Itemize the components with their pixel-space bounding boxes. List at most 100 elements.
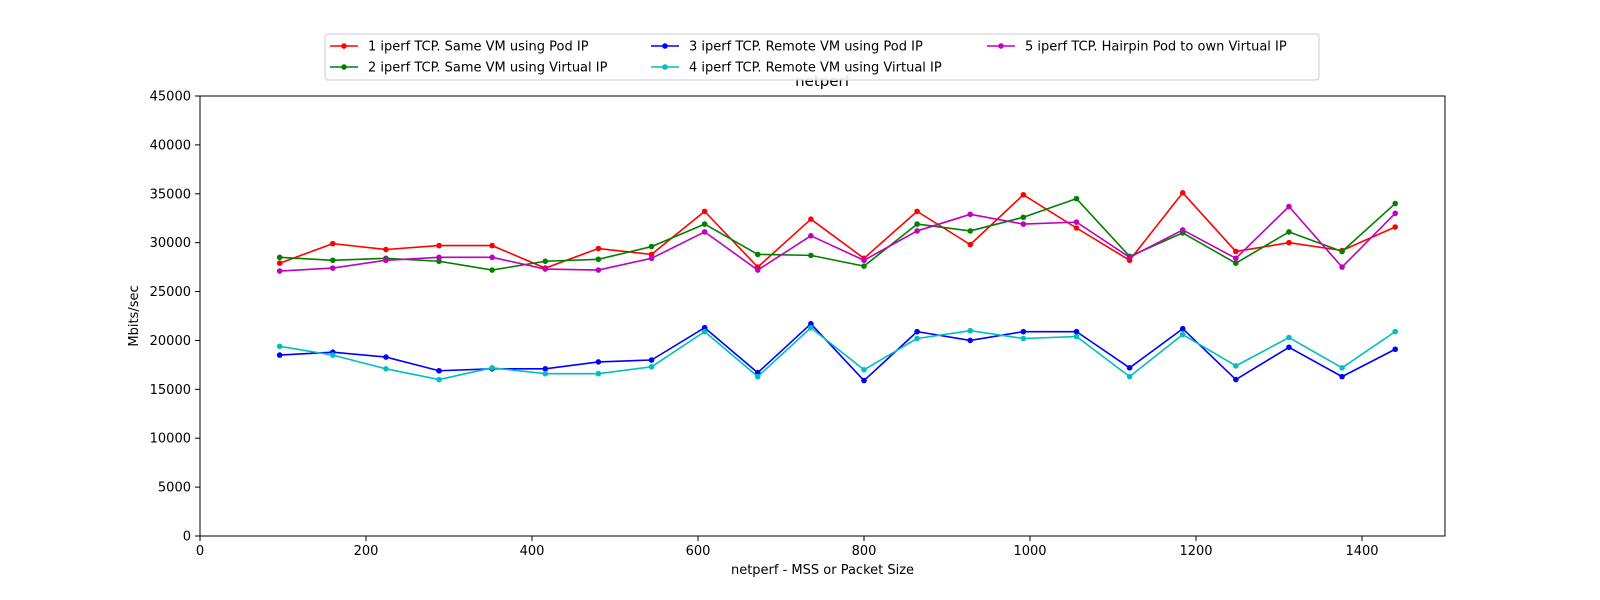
series-1-point bbox=[1179, 190, 1186, 196]
series-4-point bbox=[276, 343, 283, 350]
legend-swatch-marker bbox=[998, 43, 1004, 49]
series-3-point bbox=[967, 337, 974, 344]
series-3-point bbox=[914, 328, 920, 335]
series-3-point bbox=[808, 321, 814, 327]
legend-swatch-marker bbox=[341, 43, 347, 49]
series-2-point bbox=[861, 263, 867, 269]
x-axis: 0 200 400 600 800 1000 1200 1400 bbox=[196, 536, 1379, 559]
series-2-point bbox=[542, 258, 549, 265]
series-5-point bbox=[1073, 219, 1080, 225]
x-tick-label: 0 bbox=[196, 544, 204, 559]
series-4-point bbox=[808, 324, 814, 331]
x-tick-label: 1000 bbox=[1013, 544, 1046, 559]
series-5-point bbox=[1339, 264, 1345, 270]
series-5-point bbox=[648, 255, 655, 262]
series-5-point bbox=[914, 228, 920, 234]
series-2-point bbox=[276, 254, 283, 261]
legend-item-1: 1 iperf TCP. Same VM using Pod IP bbox=[330, 40, 589, 55]
series-4-point bbox=[701, 328, 708, 335]
series-2-point bbox=[914, 221, 920, 227]
series-3-point bbox=[1020, 328, 1027, 335]
series-5-point bbox=[383, 257, 389, 264]
series-3-point bbox=[861, 377, 867, 384]
series-3-point bbox=[595, 359, 602, 365]
x-tick-label: 400 bbox=[520, 544, 545, 559]
series-3-point bbox=[1179, 325, 1186, 332]
series-5-point bbox=[967, 211, 974, 218]
legend-label: 5 iperf TCP. Hairpin Pod to own Virtual … bbox=[1025, 40, 1287, 55]
series-5-point bbox=[1286, 203, 1292, 210]
series-3-point bbox=[1126, 365, 1133, 371]
series-2-point bbox=[1233, 260, 1239, 267]
series-2-point bbox=[648, 243, 655, 250]
y-tick-label: 25000 bbox=[150, 285, 191, 300]
series-4-point bbox=[330, 352, 336, 358]
y-axis: 0 5000 10000 15000 20000 25000 30000 35000 40000… bbox=[150, 90, 200, 545]
y-axis-label: Mbits/sec bbox=[127, 285, 142, 346]
series-5-point bbox=[861, 257, 867, 264]
series-4-point bbox=[1126, 373, 1133, 380]
series-layer bbox=[276, 190, 1398, 384]
legend: 1 iperf TCP. Same VM using Pod IP 2 iperf… bbox=[324, 33, 1320, 81]
series-2-point bbox=[489, 267, 495, 273]
series-4-point bbox=[967, 327, 974, 334]
legend-box bbox=[324, 33, 1320, 81]
series-3-point bbox=[701, 324, 708, 331]
series-2-point bbox=[967, 228, 974, 234]
series-3-point bbox=[1339, 373, 1345, 380]
plot-frame bbox=[199, 95, 1446, 537]
legend-swatch-marker bbox=[341, 64, 347, 70]
series-2-point bbox=[1392, 200, 1398, 207]
series-5-point bbox=[330, 265, 336, 271]
series-1-point bbox=[967, 241, 974, 248]
y-tick-label: 5000 bbox=[158, 481, 191, 496]
series-4-point bbox=[754, 373, 761, 380]
legend-item-2: 2 iperf TCP. Same VM using Virtual IP bbox=[330, 61, 608, 76]
legend-label: 2 iperf TCP. Same VM using Virtual IP bbox=[368, 61, 608, 76]
y-tick-label: 20000 bbox=[150, 334, 191, 349]
series-5-point bbox=[1233, 255, 1239, 262]
y-tick-label: 35000 bbox=[150, 187, 191, 202]
series-4-point bbox=[1179, 331, 1186, 338]
series-2-point bbox=[330, 257, 336, 264]
series-1-point bbox=[276, 260, 283, 267]
series-1-point bbox=[701, 208, 708, 215]
series-5-point bbox=[701, 229, 708, 235]
legend-label: 1 iperf TCP. Same VM using Pod IP bbox=[368, 40, 589, 55]
x-tick-label: 200 bbox=[354, 544, 379, 559]
series-4-point bbox=[1073, 333, 1080, 340]
series-5-point bbox=[1126, 254, 1133, 261]
series-4-point bbox=[1233, 363, 1239, 369]
series-3-point bbox=[1286, 344, 1292, 351]
series-2-point bbox=[1020, 214, 1027, 221]
series-5-point bbox=[1179, 227, 1186, 233]
legend-label: 4 iperf TCP. Remote VM using Virtual IP bbox=[689, 61, 942, 76]
series-1-point bbox=[808, 216, 814, 222]
y-tick-label: 45000 bbox=[150, 90, 191, 105]
series-2-point bbox=[1339, 248, 1345, 255]
series-5-point bbox=[542, 266, 549, 272]
legend-label: 3 iperf TCP. Remote VM using Pod IP bbox=[689, 40, 923, 55]
series-2-point bbox=[754, 251, 761, 258]
series-4-point bbox=[595, 370, 602, 377]
series-3-point bbox=[436, 367, 442, 374]
legend-swatch-marker bbox=[662, 43, 668, 49]
x-tick-label: 1200 bbox=[1179, 544, 1212, 559]
x-tick-label: 1400 bbox=[1345, 544, 1378, 559]
series-1-point bbox=[330, 240, 336, 247]
legend-item-3: 3 iperf TCP. Remote VM using Pod IP bbox=[651, 40, 923, 55]
series-5-point bbox=[436, 254, 442, 261]
legend-item-4: 4 iperf TCP. Remote VM using Virtual IP bbox=[651, 61, 942, 76]
x-tick-label: 800 bbox=[852, 544, 877, 559]
series-4-point bbox=[1392, 328, 1398, 335]
series-line-3 bbox=[279, 323, 1396, 382]
series-1-point bbox=[489, 242, 495, 249]
y-tick-label: 0 bbox=[183, 530, 191, 545]
series-2-point bbox=[436, 258, 442, 265]
legend-item-5: 5 iperf TCP. Hairpin Pod to own Virtual … bbox=[987, 40, 1287, 55]
series-1-point bbox=[1020, 191, 1027, 198]
series-3-point bbox=[1233, 376, 1239, 383]
series-5-point bbox=[276, 268, 283, 274]
